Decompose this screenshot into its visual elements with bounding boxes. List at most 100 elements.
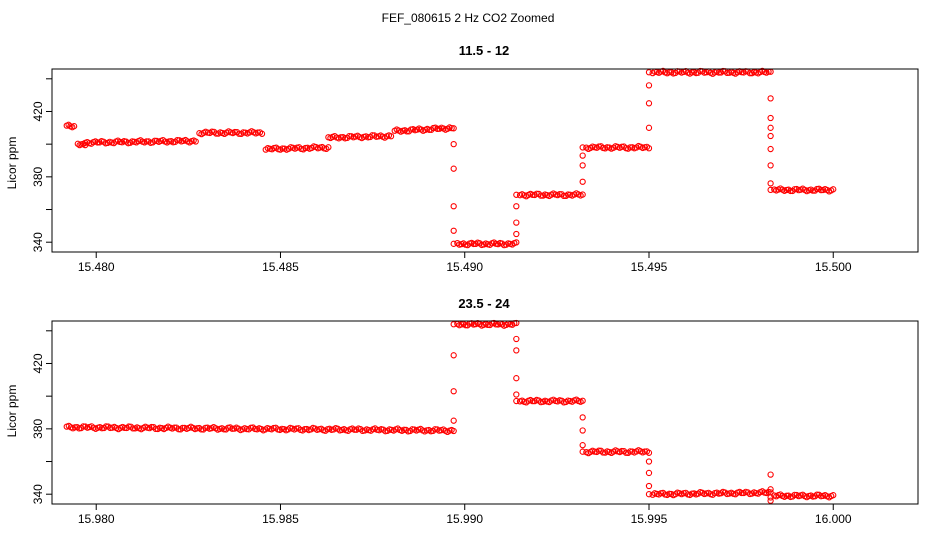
data-point bbox=[579, 442, 586, 449]
data-point bbox=[579, 178, 586, 185]
data-point bbox=[627, 144, 634, 151]
data-point bbox=[94, 139, 101, 146]
panel-top-ticks: 15.480 15.485 15.490 15.495 15.500 340 380 420 bbox=[31, 78, 852, 274]
data-point bbox=[783, 492, 790, 499]
data-point bbox=[767, 95, 774, 102]
panel-top-title: 11.5 - 12 bbox=[459, 43, 510, 58]
data-point bbox=[179, 424, 186, 432]
data-point bbox=[400, 426, 408, 433]
data-point bbox=[513, 391, 520, 398]
data-point bbox=[767, 186, 774, 194]
figure-title: FEF_080615 2 Hz CO2 Zoomed bbox=[382, 11, 555, 25]
data-point bbox=[80, 423, 87, 430]
data-point bbox=[579, 414, 586, 421]
data-point bbox=[537, 192, 545, 199]
data-point bbox=[645, 100, 653, 107]
data-point bbox=[641, 448, 648, 455]
data-point bbox=[767, 486, 774, 493]
data-point bbox=[645, 458, 653, 465]
data-point bbox=[724, 69, 731, 77]
data-point bbox=[175, 426, 182, 433]
data-point bbox=[767, 494, 774, 501]
data-point bbox=[560, 192, 568, 200]
data-point bbox=[387, 133, 395, 140]
data-point bbox=[645, 145, 653, 152]
data-point bbox=[279, 145, 286, 152]
panel-top-plot-frame bbox=[51, 68, 919, 253]
data-point bbox=[70, 123, 78, 130]
panel-top-xtick-label: 15.485 bbox=[262, 260, 299, 274]
data-point bbox=[450, 352, 457, 359]
data-point bbox=[738, 489, 745, 497]
data-point bbox=[325, 144, 332, 151]
data-point bbox=[627, 448, 634, 455]
data-point bbox=[579, 144, 586, 151]
data-point bbox=[192, 138, 199, 145]
panel-top-ytick-label: 420 bbox=[31, 101, 45, 121]
data-point bbox=[830, 492, 837, 499]
panel-top-ytick-label: 340 bbox=[31, 232, 45, 252]
data-point bbox=[529, 397, 536, 405]
data-point bbox=[434, 125, 441, 133]
data-point bbox=[450, 321, 457, 328]
data-point bbox=[645, 69, 653, 76]
panel-bottom-ytick-label: 420 bbox=[31, 353, 45, 373]
data-point bbox=[450, 165, 457, 172]
data-point bbox=[746, 70, 754, 77]
panel-bottom-xtick-label: 15.995 bbox=[631, 512, 668, 526]
data-point bbox=[240, 129, 247, 136]
data-point bbox=[229, 425, 236, 432]
data-point bbox=[813, 491, 821, 498]
data-point bbox=[767, 132, 774, 140]
data-point bbox=[513, 230, 520, 238]
panel-bottom-title: 23.5 - 24 bbox=[458, 296, 510, 311]
data-point bbox=[369, 132, 376, 139]
data-point bbox=[513, 319, 520, 327]
data-point bbox=[830, 186, 837, 193]
panel-top-xtick-label: 15.480 bbox=[78, 260, 115, 274]
data-point bbox=[462, 322, 469, 329]
data-point bbox=[450, 427, 457, 435]
panel-top-xtick-label: 15.495 bbox=[631, 260, 668, 274]
data-point bbox=[513, 191, 520, 198]
data-point bbox=[129, 425, 137, 432]
data-point bbox=[579, 162, 586, 169]
data-point bbox=[767, 114, 774, 122]
data-point bbox=[346, 132, 353, 140]
data-point bbox=[71, 424, 79, 431]
data-point bbox=[484, 321, 492, 328]
data-point bbox=[688, 490, 696, 497]
data-point bbox=[579, 448, 586, 455]
data-point bbox=[513, 219, 520, 226]
data-point bbox=[791, 186, 798, 193]
data-point bbox=[212, 130, 220, 137]
data-point bbox=[450, 141, 457, 148]
data-point bbox=[152, 425, 159, 432]
panel-bottom-ticks: 15.980 15.985 15.990 15.995 16.000 340 380 420 bbox=[31, 330, 852, 526]
data-point bbox=[645, 482, 653, 490]
data-point bbox=[579, 152, 586, 159]
data-point bbox=[513, 347, 520, 354]
data-point bbox=[470, 240, 477, 248]
panel-bottom-ytick-label: 380 bbox=[31, 419, 45, 439]
data-point bbox=[492, 321, 500, 328]
data-point bbox=[513, 239, 520, 246]
data-point bbox=[254, 129, 262, 136]
data-point bbox=[121, 424, 128, 432]
data-point bbox=[645, 491, 653, 498]
data-point bbox=[645, 82, 653, 89]
data-point bbox=[513, 375, 520, 382]
data-point bbox=[143, 138, 150, 145]
data-point bbox=[301, 426, 308, 433]
data-point bbox=[564, 191, 572, 198]
panel-bottom-ytick-label: 340 bbox=[31, 484, 45, 504]
panel-top-ylabel: Licor ppm bbox=[5, 137, 19, 190]
panel-top: 11.5 - 12 Licor ppm 15.480 15.485 15.490 15… bbox=[5, 43, 919, 274]
panel-bottom-xtick-label: 16.000 bbox=[815, 512, 852, 526]
data-point bbox=[767, 124, 774, 131]
data-point bbox=[645, 449, 653, 456]
panel-bottom-plot-frame bbox=[51, 320, 919, 505]
data-point bbox=[450, 203, 457, 210]
data-point bbox=[767, 145, 774, 153]
data-point bbox=[450, 417, 457, 424]
